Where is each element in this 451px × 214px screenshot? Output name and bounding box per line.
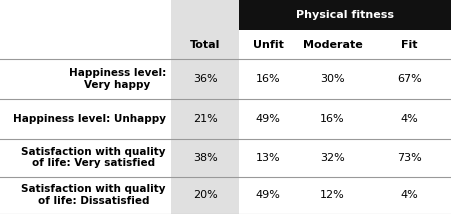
Text: 32%: 32% xyxy=(320,153,345,163)
Text: 38%: 38% xyxy=(193,153,217,163)
Text: Physical fitness: Physical fitness xyxy=(296,10,394,20)
Text: 36%: 36% xyxy=(193,74,217,84)
Text: Moderate: Moderate xyxy=(303,40,363,49)
Bar xyxy=(171,99,239,139)
Text: 30%: 30% xyxy=(320,74,345,84)
Text: 49%: 49% xyxy=(256,114,281,124)
Bar xyxy=(239,0,451,30)
Text: 12%: 12% xyxy=(320,190,345,200)
Text: Unfit: Unfit xyxy=(253,40,284,49)
Text: 13%: 13% xyxy=(256,153,281,163)
Text: 73%: 73% xyxy=(397,153,422,163)
Text: Satisfaction with quality
of life: Dissatisfied: Satisfaction with quality of life: Dissa… xyxy=(22,184,166,206)
Text: 20%: 20% xyxy=(193,190,217,200)
Bar xyxy=(171,177,239,214)
Text: 16%: 16% xyxy=(320,114,345,124)
Bar xyxy=(171,59,239,99)
Text: Happiness level: Unhappy: Happiness level: Unhappy xyxy=(13,114,166,124)
Text: 67%: 67% xyxy=(397,74,422,84)
Text: 21%: 21% xyxy=(193,114,217,124)
Bar xyxy=(171,0,239,59)
Text: Happiness level:
Very happy: Happiness level: Very happy xyxy=(69,68,166,90)
Text: 4%: 4% xyxy=(400,114,418,124)
Text: Satisfaction with quality
of life: Very satisfied: Satisfaction with quality of life: Very … xyxy=(22,147,166,168)
Bar xyxy=(171,139,239,177)
Text: 4%: 4% xyxy=(400,190,418,200)
Text: Total: Total xyxy=(190,40,221,49)
Text: 49%: 49% xyxy=(256,190,281,200)
Text: 16%: 16% xyxy=(256,74,281,84)
Text: Fit: Fit xyxy=(401,40,418,49)
